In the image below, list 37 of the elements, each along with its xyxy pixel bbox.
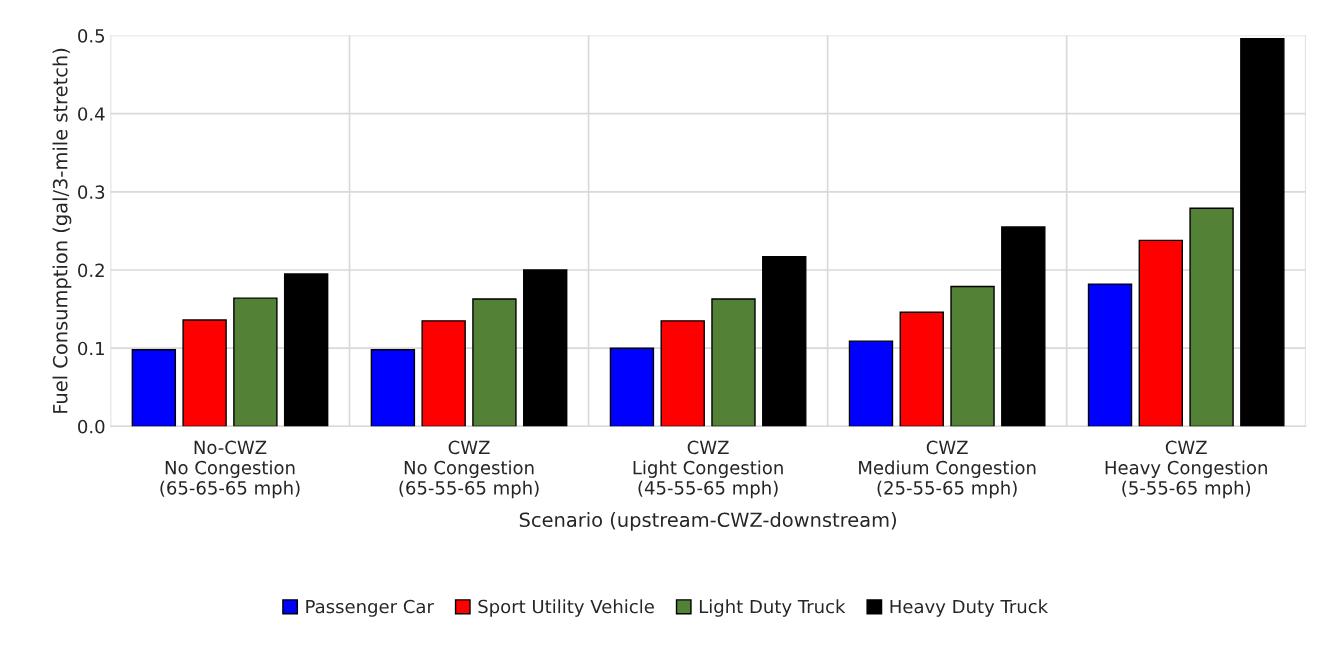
x-tick-label: CWZ Light Congestion (45-55-65 mph) [633,440,783,499]
legend-label: Sport Utility Vehicle [478,599,654,617]
bar [711,298,756,427]
bar [899,311,944,427]
bar [370,349,416,427]
y-tick-label: 0.0 [78,419,105,434]
y-tick-label: 0.5 [78,28,105,43]
legend-label: Light Duty Truck [699,599,846,617]
bar [233,297,278,427]
bar [1189,207,1234,427]
legend-label: Heavy Duty Truck [890,599,1049,617]
bar [609,347,655,427]
y-tick-label: 0.4 [78,107,105,121]
bar [182,319,227,427]
bar [1087,283,1133,427]
bar [522,269,568,427]
bar [848,340,894,427]
bar [1138,239,1184,427]
legend-label: Passenger Car [306,599,434,617]
x-tick-label: No-CWZ No Congestion (65-65-65 mph) [160,440,300,499]
x-tick-label: CWZ Medium Congestion (25-55-65 mph) [859,440,1036,499]
x-tick-label: CWZ Heavy Congestion (5-55-65 mph) [1105,440,1267,499]
bar [131,349,177,427]
bar [1001,226,1046,427]
bar [950,285,995,427]
x-axis-title: Scenario (upstream-CWZ-downstream) [519,512,896,531]
bar [1240,37,1285,427]
bar [472,298,517,427]
x-tick-label: CWZ No Congestion (65-55-65 mph) [399,440,539,499]
bar [283,273,329,427]
bar [660,320,705,427]
y-tick-label: 0.2 [78,263,104,278]
y-tick-label: 0.3 [78,185,105,199]
y-tick-label: 0.1 [78,341,104,356]
y-axis-title: Fuel Consumption (gal/3-mile stretch) [52,48,72,413]
bar [421,320,466,427]
bar [762,256,807,427]
